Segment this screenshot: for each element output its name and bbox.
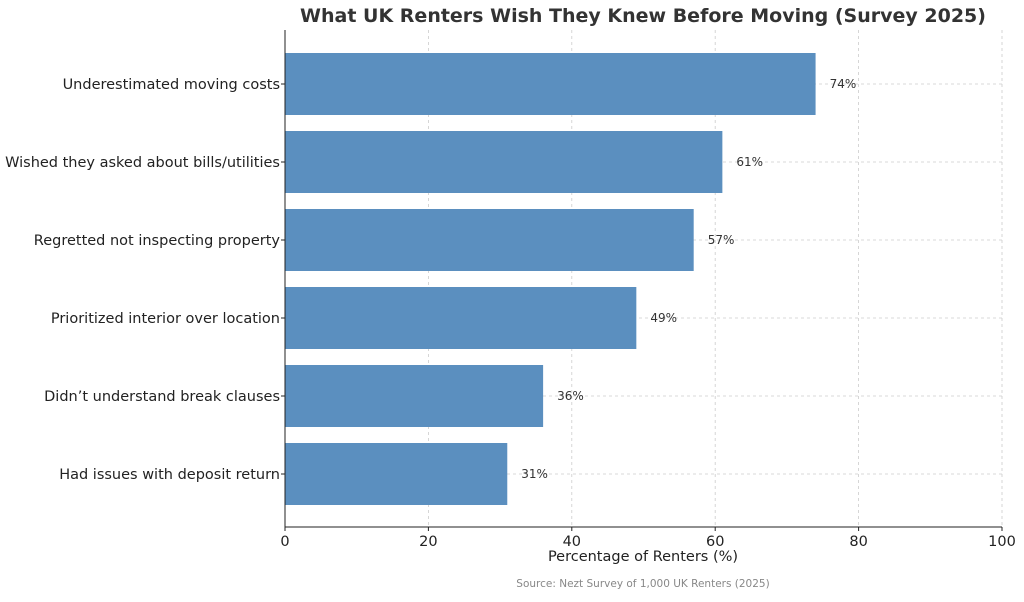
x-tick-label: 60 — [706, 534, 724, 550]
category-label: Prioritized interior over location — [51, 311, 280, 327]
x-tick-label: 40 — [563, 534, 581, 550]
bar-value-label: 36% — [557, 389, 584, 403]
source-note: Source: Nezt Survey of 1,000 UK Renters … — [516, 578, 769, 590]
bar — [285, 287, 637, 349]
x-tick-label: 0 — [280, 534, 289, 550]
category-label: Had issues with deposit return — [59, 467, 280, 483]
category-label: Underestimated moving costs — [63, 77, 280, 93]
x-tick-label: 100 — [988, 534, 1016, 550]
x-tick-label: 20 — [419, 534, 437, 550]
bar — [285, 53, 816, 115]
x-tick-label: 80 — [849, 534, 867, 550]
chart-title: What UK Renters Wish They Knew Before Mo… — [300, 5, 986, 27]
bar-value-label: 31% — [521, 467, 548, 481]
axes: Underestimated moving costs Wished they a… — [5, 30, 1016, 550]
bar-value-label: 74% — [830, 77, 857, 91]
bar — [285, 443, 508, 505]
category-label: Wished they asked about bills/utilities — [5, 155, 280, 171]
bar-value-label: 61% — [736, 155, 763, 169]
bar — [285, 365, 544, 427]
bar — [285, 131, 723, 193]
category-label: Regretted not inspecting property — [34, 233, 281, 249]
bars: 74% 61% 57% 49% 36% 31% — [285, 53, 856, 505]
bar-value-label: 49% — [650, 311, 677, 325]
bar-value-label: 57% — [708, 233, 735, 247]
bar — [285, 209, 694, 271]
category-label: Didn’t understand break clauses — [44, 389, 280, 405]
x-axis-title: Percentage of Renters (%) — [548, 549, 738, 565]
